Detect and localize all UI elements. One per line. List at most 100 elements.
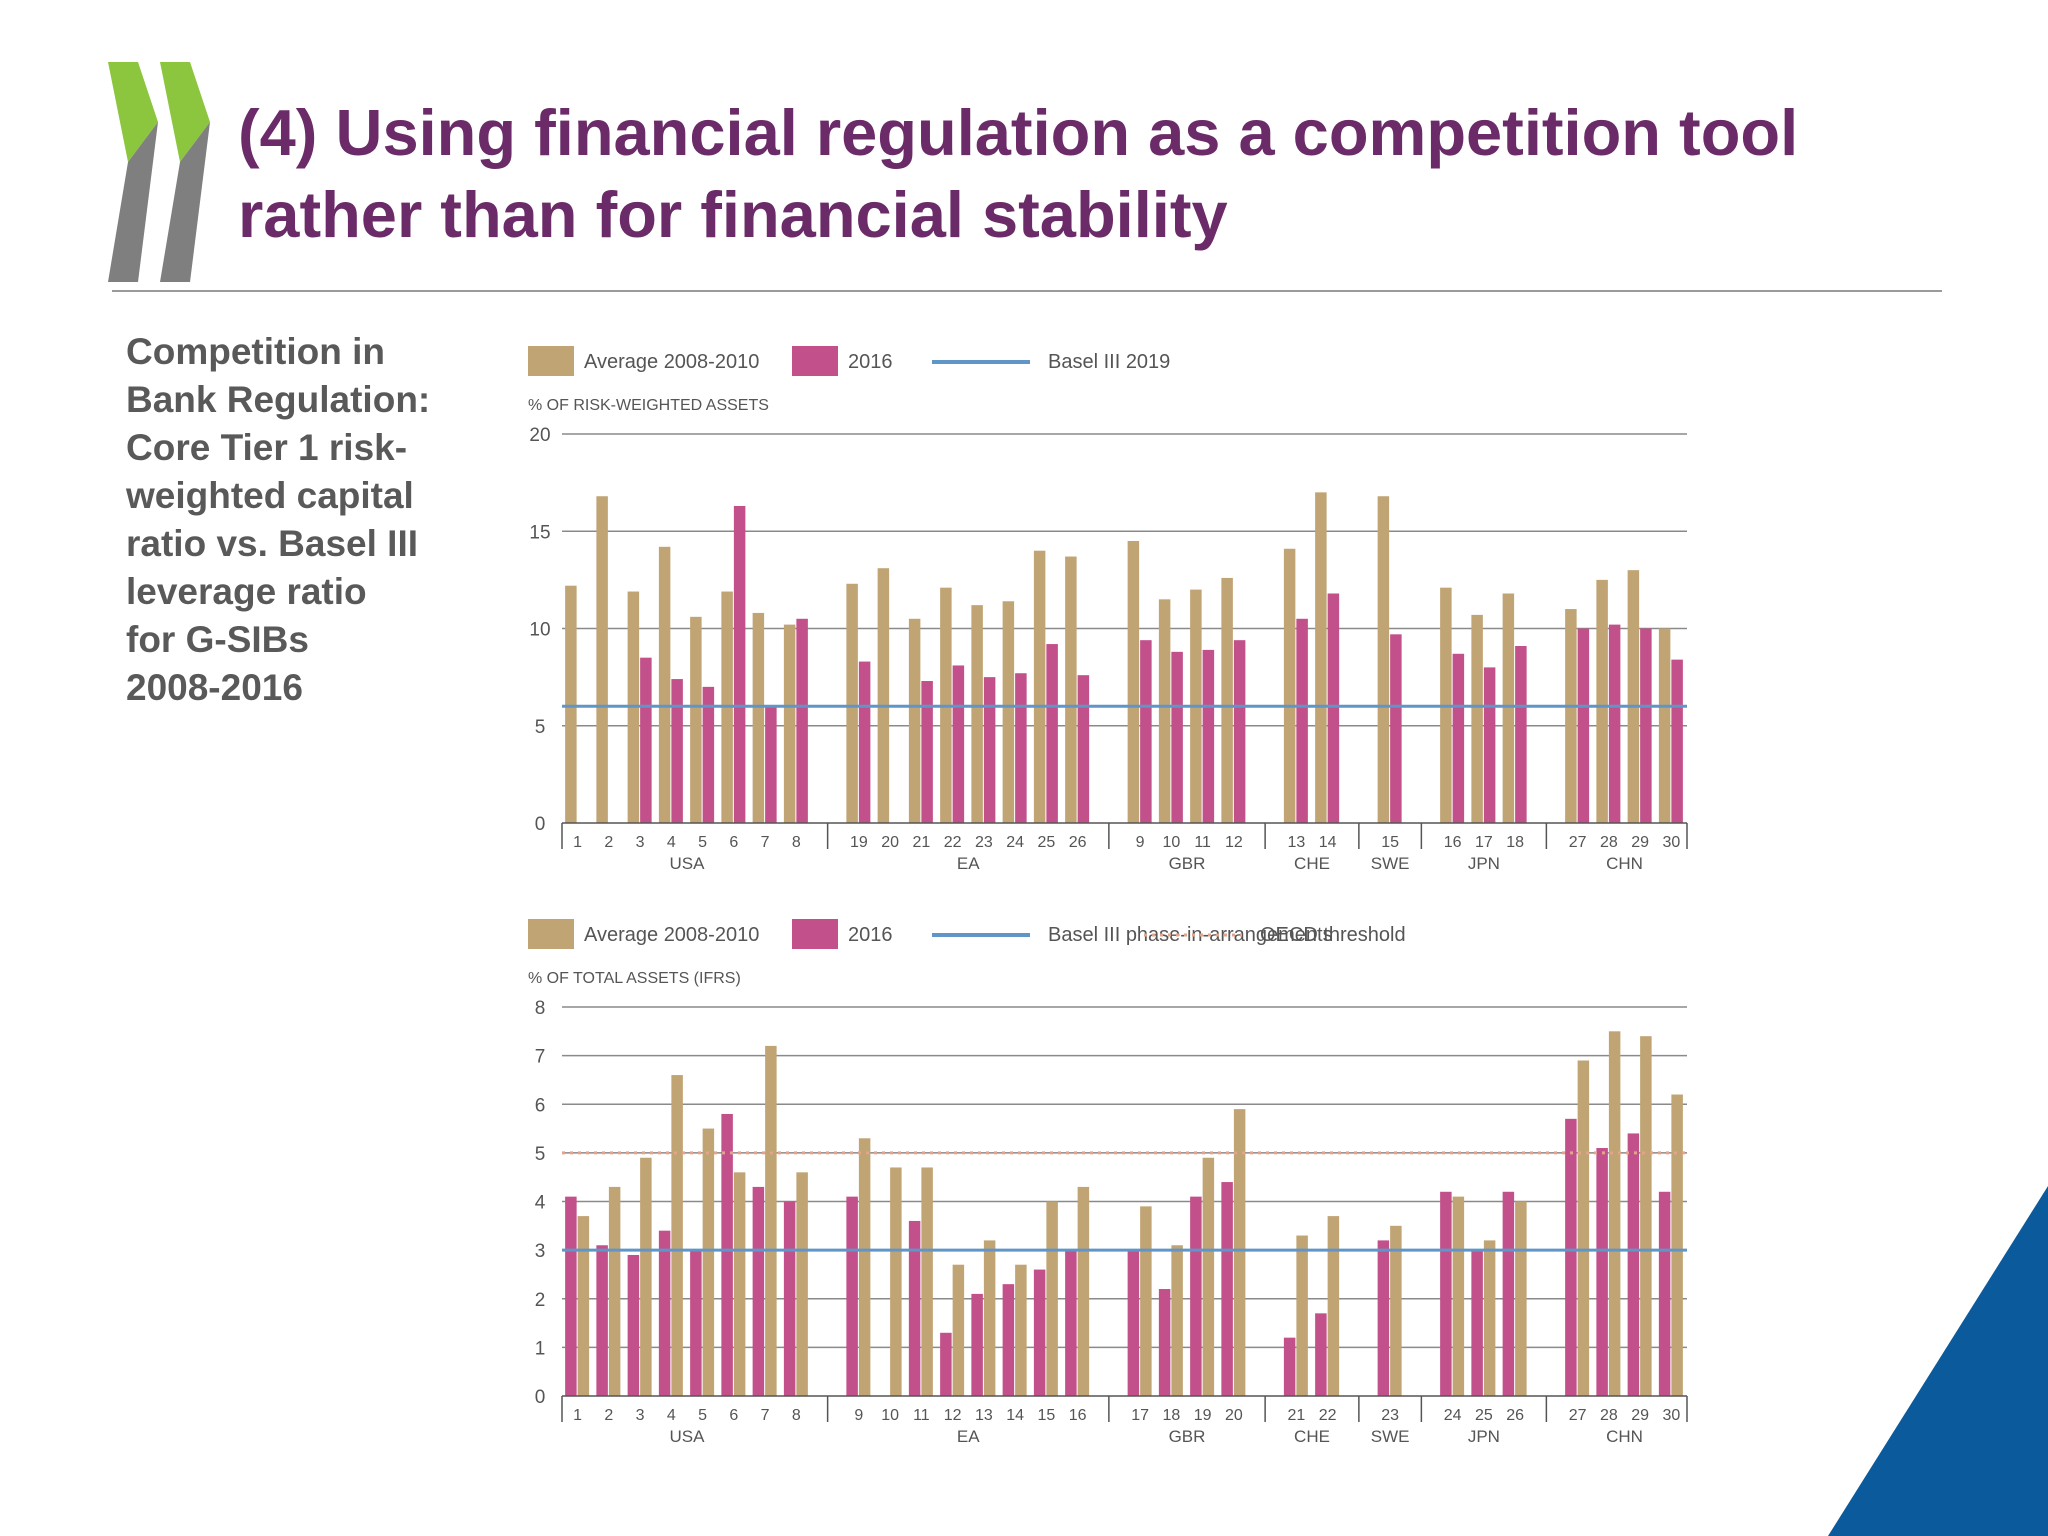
- x-tick-label: 17: [1131, 1407, 1149, 1424]
- caption-line: ratio vs. Basel III: [126, 523, 419, 564]
- bar-average-2008-2010: [733, 1172, 746, 1396]
- y-tick-label: 5: [535, 717, 546, 738]
- bar-2016: [1140, 640, 1152, 823]
- bar-average-2008-2010: [702, 1128, 715, 1396]
- x-tick-label: 24: [1006, 834, 1024, 851]
- bar-average-2008-2010: [1202, 1157, 1215, 1396]
- bar-average-2008-2010: [1658, 628, 1671, 823]
- bar-2016: [921, 681, 933, 823]
- bar-average-2008-2010: [1033, 550, 1046, 823]
- bar-2016: [1065, 1250, 1077, 1396]
- group-label: CHN: [1606, 854, 1643, 873]
- y-tick-label: 6: [535, 1095, 546, 1116]
- caption-line: 2008-2016: [126, 667, 303, 708]
- bar-2016: [702, 686, 715, 823]
- bar-2016: [1596, 1148, 1608, 1396]
- bar-2016: [658, 1230, 671, 1396]
- legend-label-avg: Average 2008-2010: [584, 351, 759, 373]
- bar-average-2008-2010: [752, 612, 765, 823]
- bar-average-2008-2010: [765, 1045, 777, 1396]
- caption-line: Competition in: [126, 331, 385, 372]
- bar-average-2008-2010: [858, 1138, 871, 1396]
- bar-2016: [1471, 1250, 1483, 1396]
- bar-average-2008-2010: [921, 1167, 933, 1396]
- bar-average-2008-2010: [1577, 1060, 1590, 1396]
- bar-2016: [1640, 628, 1652, 823]
- bar-2016: [1127, 1250, 1140, 1396]
- bar-2016: [940, 1332, 952, 1396]
- y-tick-label: 2: [535, 1290, 546, 1311]
- group-label: CHN: [1606, 1427, 1643, 1446]
- bar-2016: [1390, 634, 1402, 823]
- bar-average-2008-2010: [1046, 1201, 1058, 1396]
- x-tick-label: 12: [1225, 834, 1243, 851]
- bar-average-2008-2010: [796, 1172, 808, 1396]
- chevrons-logo-icon: [108, 62, 210, 282]
- bar-2016: [858, 661, 871, 823]
- x-tick-label: 8: [792, 1407, 801, 1424]
- bar-2016: [765, 706, 777, 823]
- x-tick-label: 25: [1475, 1407, 1493, 1424]
- caption-line: Bank Regulation:: [126, 379, 431, 420]
- bar-2016: [796, 618, 808, 823]
- legend-label-2016: 2016: [848, 924, 893, 946]
- bar-average-2008-2010: [1327, 1216, 1340, 1396]
- group-label: JPN: [1468, 854, 1500, 873]
- x-tick-label: 1: [573, 1407, 582, 1424]
- y-tick-label: 10: [529, 620, 550, 641]
- x-tick-label: 26: [1069, 834, 1087, 851]
- bar-2016: [1077, 675, 1090, 823]
- bar-average-2008-2010: [908, 618, 921, 823]
- bar-2016: [1046, 644, 1058, 823]
- bar-average-2008-2010: [1502, 593, 1515, 823]
- bar-2016: [1283, 1337, 1296, 1396]
- x-tick-label: 16: [1069, 1407, 1087, 1424]
- bar-average-2008-2010: [1640, 1036, 1652, 1396]
- bar-average-2008-2010: [640, 1157, 652, 1396]
- x-tick-label: 14: [1006, 1407, 1024, 1424]
- x-tick-label: 7: [761, 834, 770, 851]
- bar-2016: [1033, 1269, 1046, 1396]
- group-label: USA: [670, 1427, 706, 1446]
- x-tick-label: 28: [1600, 1407, 1618, 1424]
- y-tick-label: 7: [535, 1047, 546, 1068]
- bar-2016: [733, 505, 746, 823]
- x-tick-label: 19: [850, 834, 868, 851]
- x-tick-label: 21: [1287, 1407, 1305, 1424]
- x-tick-label: 28: [1600, 834, 1618, 851]
- x-tick-label: 17: [1475, 834, 1493, 851]
- legend-swatch-avg: [528, 919, 574, 949]
- x-tick-label: 1: [573, 834, 582, 851]
- bar-average-2008-2010: [1296, 1235, 1308, 1396]
- y-tick-label: 20: [529, 425, 550, 446]
- x-tick-label: 18: [1506, 834, 1524, 851]
- x-tick-label: 23: [1381, 1407, 1399, 1424]
- x-tick-label: 21: [912, 834, 930, 851]
- bar-2016: [908, 1220, 921, 1396]
- group-label: SWE: [1371, 854, 1410, 873]
- bar-2016: [1440, 1191, 1452, 1396]
- bar-2016: [1233, 640, 1246, 823]
- bar-2016: [1671, 659, 1683, 823]
- y-axis-label: % OF RISK-WEIGHTED ASSETS: [528, 397, 769, 414]
- bar-2016: [1577, 628, 1590, 823]
- bar-average-2008-2010: [1283, 548, 1296, 823]
- bar-average-2008-2010: [1471, 614, 1483, 823]
- bar-average-2008-2010: [783, 624, 796, 823]
- bar-average-2008-2010: [1452, 1196, 1465, 1396]
- bar-average-2008-2010: [565, 585, 577, 823]
- bar-average-2008-2010: [983, 1240, 996, 1396]
- bar-2016: [1658, 1191, 1671, 1396]
- bar-2016: [1627, 1133, 1640, 1396]
- legend-label-basel: Basel III 2019: [1048, 351, 1170, 373]
- bar-2016: [596, 1245, 608, 1396]
- bar-average-2008-2010: [846, 583, 858, 823]
- x-tick-label: 12: [944, 1407, 962, 1424]
- x-tick-label: 5: [698, 1407, 707, 1424]
- legend-label-basel: Basel III phase-in-arrangements: [1048, 924, 1333, 946]
- x-tick-label: 2: [604, 834, 613, 851]
- x-tick-label: 11: [913, 1407, 930, 1424]
- bar-2016: [1483, 667, 1496, 823]
- bar-average-2008-2010: [1140, 1206, 1152, 1396]
- x-tick-label: 29: [1631, 834, 1649, 851]
